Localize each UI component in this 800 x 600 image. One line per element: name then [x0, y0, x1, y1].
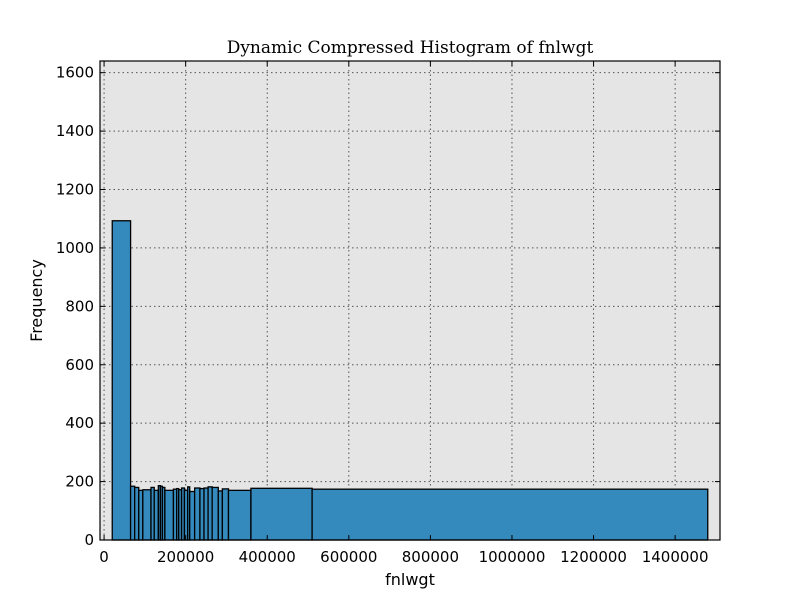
x-tick-label: 800000	[402, 548, 459, 566]
histogram-bar	[221, 488, 230, 541]
x-tick-label: 200000	[157, 548, 214, 566]
plot-frame	[99, 60, 721, 541]
plot-area	[100, 61, 720, 540]
y-tick-label: 1400	[56, 122, 94, 140]
x-tick-label: 400000	[239, 548, 296, 566]
x-tick-label: 1200000	[560, 548, 627, 566]
histogram-bar	[211, 486, 219, 541]
y-tick-label: 200	[65, 473, 94, 491]
histogram-bar	[142, 489, 152, 541]
histogram-bar	[193, 487, 201, 541]
histogram-bar	[164, 489, 175, 541]
y-tick-label: 800	[65, 297, 94, 315]
histogram-bar	[250, 487, 313, 541]
x-tick-label: 1400000	[642, 548, 709, 566]
y-tick-label: 1200	[56, 181, 94, 199]
x-tick-label: 1000000	[479, 548, 546, 566]
histogram-bar	[227, 489, 252, 541]
y-tick-label: 1000	[56, 239, 94, 257]
y-tick-label: 600	[65, 356, 94, 374]
y-tick-label: 400	[65, 414, 94, 432]
histogram-bar	[189, 490, 196, 541]
grid-lines	[100, 61, 720, 541]
histogram-bars	[111, 220, 709, 541]
y-tick-label: 1600	[56, 64, 94, 82]
x-axis-label: fnlwgt	[385, 570, 435, 589]
x-tick-label: 600000	[320, 548, 377, 566]
axis-ticks: 0 200000 400000 600000 800000 1000000 1200000 1…	[56, 61, 720, 566]
histogram-bar	[111, 220, 132, 541]
y-axis-label: Frequency	[27, 259, 46, 342]
y-tick-label: 0	[84, 531, 94, 549]
x-tick-label: 0	[99, 548, 109, 566]
chart-title: Dynamic Compressed Histogram of fnlwgt	[227, 38, 594, 58]
histogram-bar	[311, 488, 709, 541]
